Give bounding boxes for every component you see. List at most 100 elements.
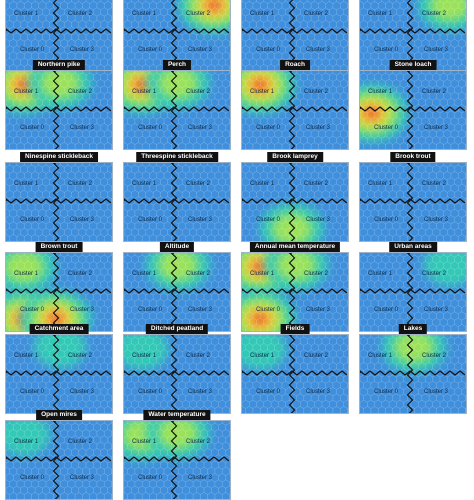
panel-title: Catchment area [30,324,89,334]
cluster-label: Cluster 0 [20,217,44,223]
cluster-label: Cluster 3 [70,125,94,131]
cluster-label: Cluster 0 [20,307,44,313]
panel-title: Water temperature [143,410,210,420]
cluster-label: Cluster 0 [138,475,162,481]
cluster-label: Cluster 2 [304,271,328,277]
heatmap: Cluster 1 Cluster 2 Cluster 0 Cluster 3 [241,252,349,332]
hex-grid [124,253,231,332]
cluster-label: Cluster 1 [14,181,38,187]
cluster-label: Cluster 3 [424,217,448,223]
hex-grid [6,253,113,332]
cluster-label: Cluster 1 [250,181,274,187]
cluster-label: Cluster 3 [188,307,212,313]
cluster-label: Cluster 3 [306,307,330,313]
cluster-label: Cluster 0 [256,389,280,395]
cluster-label: Cluster 3 [424,389,448,395]
cluster-label: Cluster 0 [374,307,398,313]
hex-grid [6,163,113,242]
cluster-label: Cluster 1 [14,353,38,359]
cluster-label: Cluster 0 [138,217,162,223]
cluster-label: Cluster 3 [70,475,94,481]
hex-grid [242,253,349,332]
hex-grid [6,71,113,150]
cluster-label: Cluster 2 [68,353,92,359]
cluster-label: Cluster 0 [138,307,162,313]
panel-title: Threespine stickleback [136,152,218,162]
cluster-label: Cluster 1 [132,353,156,359]
cluster-label: Cluster 3 [188,389,212,395]
cluster-label: Cluster 2 [186,11,210,17]
cluster-label: Cluster 2 [304,353,328,359]
panel-title: Ditched peatland [146,324,208,334]
cluster-label: Cluster 1 [368,89,392,95]
cluster-label: Cluster 3 [70,307,94,313]
cluster-label: Cluster 2 [422,89,446,95]
cluster-label: Cluster 2 [186,439,210,445]
cluster-label: Cluster 2 [186,353,210,359]
cluster-label: Cluster 1 [14,439,38,445]
heatmap: Cluster 1 Cluster 2 Cluster 0 Cluster 3 [123,334,231,414]
cluster-label: Cluster 1 [132,181,156,187]
cluster-label: Cluster 1 [368,181,392,187]
panel-title: Urban areas [389,242,437,252]
cluster-label: Cluster 0 [256,217,280,223]
cluster-label: Cluster 1 [14,271,38,277]
cluster-label: Cluster 3 [424,125,448,131]
cluster-label: Cluster 2 [304,89,328,95]
heatmap: Cluster 1 Cluster 2 Cluster 0 Cluster 3 [5,420,113,500]
hex-grid [242,335,349,414]
panel-title: Ninespine stickleback [20,152,98,162]
cluster-label: Cluster 0 [138,389,162,395]
cluster-label: Cluster 1 [250,353,274,359]
hex-grid [360,335,467,414]
cluster-label: Cluster 1 [14,11,38,17]
cluster-label: Cluster 3 [188,125,212,131]
cluster-label: Cluster 1 [250,271,274,277]
cluster-label: Cluster 0 [374,389,398,395]
cluster-label: Cluster 0 [256,307,280,313]
panel-title: Fields [281,324,310,334]
cluster-label: Cluster 0 [20,475,44,481]
cluster-label: Cluster 2 [304,181,328,187]
cluster-label: Cluster 3 [70,217,94,223]
hex-grid [124,71,231,150]
cluster-label: Cluster 2 [186,271,210,277]
hex-grid [242,163,349,242]
cluster-label: Cluster 0 [20,125,44,131]
heatmap: Cluster 1 Cluster 2 Cluster 0 Cluster 3 [5,252,113,332]
panel-title: Brook lamprey [267,152,323,162]
cluster-label: Cluster 1 [250,89,274,95]
hex-grid [360,71,467,150]
cluster-label: Cluster 0 [256,125,280,131]
cluster-label: Cluster 3 [424,47,448,53]
hex-grid [6,335,113,414]
cluster-label: Cluster 0 [374,125,398,131]
cluster-label: Cluster 2 [422,11,446,17]
cluster-label: Cluster 0 [20,389,44,395]
cluster-label: Cluster 2 [68,89,92,95]
cluster-label: Cluster 2 [68,271,92,277]
hex-grid [242,71,349,150]
cluster-label: Cluster 2 [68,11,92,17]
cluster-label: Cluster 1 [132,271,156,277]
cluster-label: Cluster 2 [68,439,92,445]
cluster-label: Cluster 3 [306,125,330,131]
cluster-label: Cluster 1 [132,89,156,95]
cluster-label: Cluster 3 [424,307,448,313]
